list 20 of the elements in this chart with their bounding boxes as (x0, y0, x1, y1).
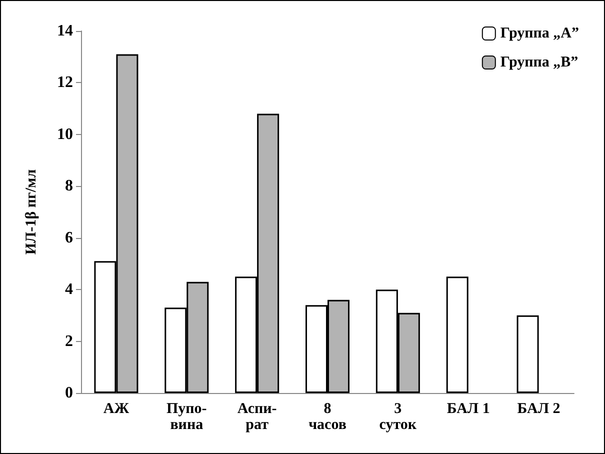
bar (446, 276, 468, 393)
x-tick-label: БАЛ 1 (446, 401, 490, 417)
x-tick-label: БАЛ 2 (517, 401, 560, 417)
x-tick-label: 3 суток (379, 401, 417, 433)
y-tick-label: 4 (65, 281, 73, 298)
y-tick-label: 14 (57, 22, 73, 40)
bar (516, 315, 539, 393)
y-tick-label: 10 (57, 126, 73, 143)
y-tick-label: 2 (65, 332, 73, 350)
legend-label: Группа „В” (500, 54, 578, 70)
y-tick-label: 6 (65, 229, 73, 246)
x-tick-label: 8 часов (308, 401, 346, 433)
x-tick-label: Аспи- рат (237, 401, 277, 433)
legend-label: Группа „А” (500, 26, 580, 42)
x-tick-label: АЖ (103, 401, 130, 417)
y-tick-label: 12 (57, 74, 73, 92)
x-tick-label: Пупо- вина (166, 401, 207, 433)
y-axis-title: ИЛ-1β пг/мл (24, 168, 40, 255)
y-tick-label: 0 (65, 384, 73, 402)
y-tick-label: 8 (65, 178, 73, 195)
